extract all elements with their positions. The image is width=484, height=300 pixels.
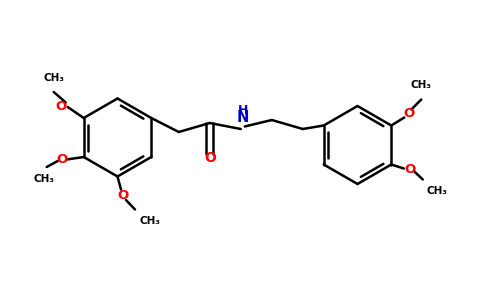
Text: CH₃: CH₃ bbox=[43, 73, 64, 83]
Text: O: O bbox=[404, 163, 415, 176]
Text: O: O bbox=[55, 100, 66, 113]
Text: O: O bbox=[117, 189, 128, 202]
Text: O: O bbox=[204, 151, 216, 165]
Text: CH₃: CH₃ bbox=[140, 215, 161, 226]
Text: H: H bbox=[238, 103, 248, 116]
Text: O: O bbox=[56, 153, 67, 166]
Text: O: O bbox=[404, 107, 415, 120]
Text: CH₃: CH₃ bbox=[427, 185, 448, 196]
Text: N: N bbox=[237, 110, 249, 125]
Text: CH₃: CH₃ bbox=[411, 80, 432, 91]
Text: CH₃: CH₃ bbox=[34, 175, 55, 184]
